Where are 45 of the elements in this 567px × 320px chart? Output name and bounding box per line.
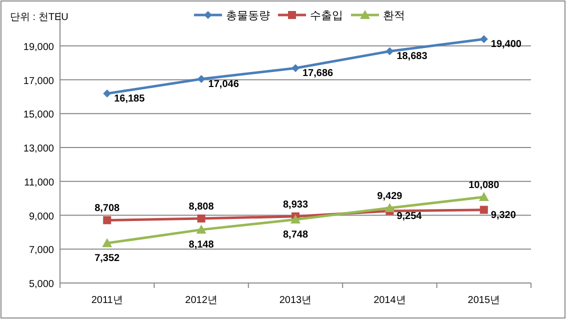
- point: [197, 214, 206, 222]
- legend-label: 환적: [383, 10, 405, 22]
- y-tick-label: 5,000: [28, 279, 54, 290]
- x-tick-label: 2013년: [279, 295, 312, 306]
- x-tick-label: 2014년: [374, 295, 406, 306]
- point: [102, 238, 112, 248]
- y-tick-label: 13,000: [23, 144, 54, 154]
- data-label: 9,320: [490, 210, 516, 221]
- y-tick-label: 19,000: [23, 42, 54, 53]
- data-label: 7,352: [94, 253, 120, 264]
- point: [386, 47, 394, 56]
- data-label: 9,254: [396, 210, 422, 222]
- point: [290, 214, 300, 224]
- data-label: 8,148: [188, 240, 214, 251]
- data-label: 17,046: [208, 78, 240, 90]
- data-label: 8,708: [94, 203, 120, 214]
- data-label: 10,080: [468, 180, 500, 191]
- point: [103, 90, 112, 98]
- point: [480, 35, 488, 44]
- y-tick-label: 9,000: [28, 211, 54, 222]
- data-label: 9,429: [377, 190, 403, 202]
- x-tick-label: 2015년: [468, 295, 500, 306]
- data-label: 8,748: [282, 230, 308, 241]
- y-tick-label: 15,000: [23, 110, 54, 121]
- data-label: 16,185: [114, 94, 146, 105]
- x-tick-label: 2011년: [91, 295, 123, 306]
- x-tick-label: 2012년: [185, 295, 218, 306]
- data-label: 19,400: [490, 39, 522, 50]
- annotation: 단위 : 천TEU: [10, 12, 68, 23]
- point: [103, 216, 112, 224]
- y-tick-label: 7,000: [28, 245, 54, 256]
- point: [384, 202, 395, 212]
- point: [197, 74, 206, 83]
- point: [480, 206, 488, 214]
- point: [292, 64, 300, 72]
- data-label: 8,933: [282, 199, 308, 210]
- point: [478, 192, 489, 201]
- data-label: 8,808: [188, 202, 214, 212]
- legend-label: 수출입: [310, 10, 343, 22]
- data-label: 17,686: [302, 68, 334, 80]
- data-label: 18,683: [396, 51, 428, 62]
- y-tick-label: 17,000: [23, 76, 54, 87]
- legend-label: 총물동량: [226, 10, 270, 22]
- point: [196, 224, 206, 234]
- y-tick-label: 11,000: [24, 177, 54, 188]
